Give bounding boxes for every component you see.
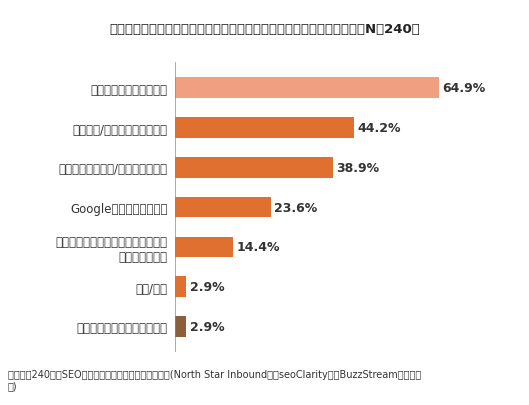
Text: 23.6%: 23.6% <box>274 201 317 214</box>
Text: モニタリングしている中で、もっとも注視している順位要素は何か？（N＝240）: モニタリングしている中で、もっとも注視している順位要素は何か？（N＝240） <box>109 23 420 36</box>
Bar <box>175 78 439 99</box>
Text: 2.9%: 2.9% <box>189 280 224 293</box>
Text: 38.9%: 38.9% <box>336 162 379 175</box>
Bar <box>175 316 186 337</box>
Bar <box>175 118 354 139</box>
Text: 44.2%: 44.2% <box>358 122 401 135</box>
Text: 2.9%: 2.9% <box>189 320 224 333</box>
Bar <box>175 277 186 297</box>
Text: 64.9%: 64.9% <box>442 82 485 95</box>
Text: ソース：240名のSEOプロフェッショナルに対する調査(North Star Inbound社、seoClarity社、BuzzStream社にて実
施): ソース：240名のSEOプロフェッショナルに対する調査(North Star I… <box>8 369 421 390</box>
Text: 14.4%: 14.4% <box>236 241 280 254</box>
Bar <box>175 197 271 218</box>
Bar <box>175 237 233 258</box>
Bar <box>175 158 333 178</box>
